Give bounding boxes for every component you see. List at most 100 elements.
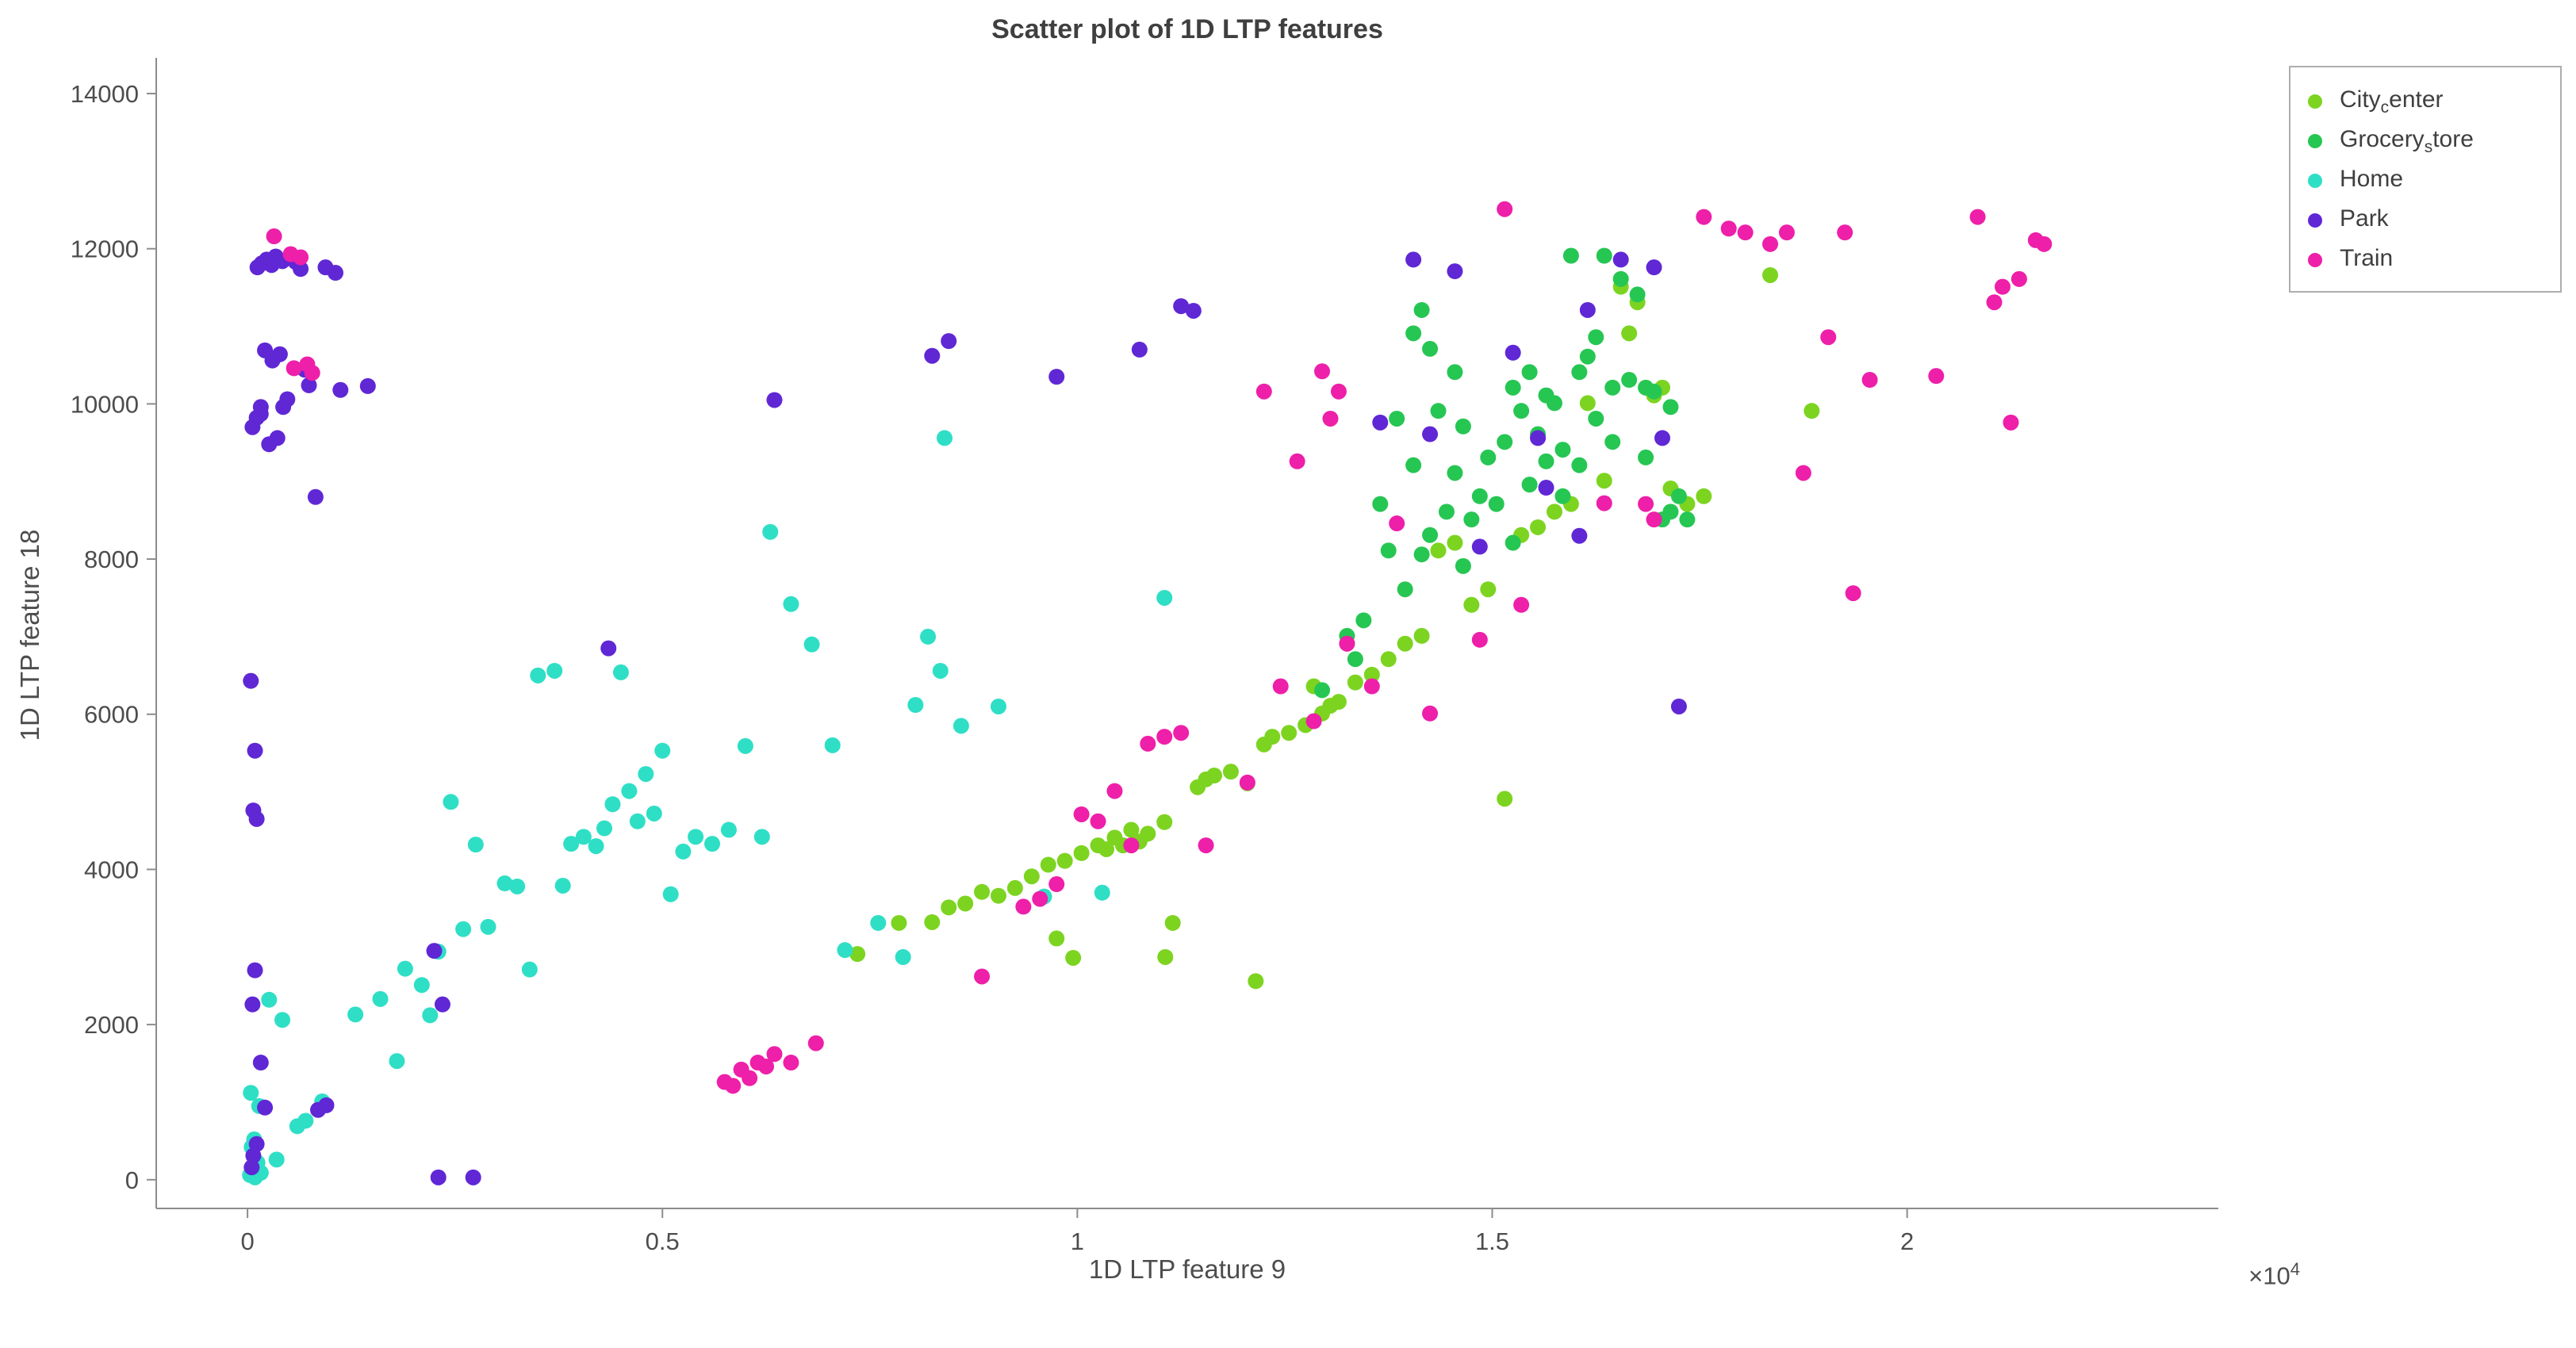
- scatter-point-grocery_store: [1397, 581, 1413, 598]
- scatter-point-park: [1530, 430, 1547, 446]
- legend-label: Park: [2340, 205, 2389, 232]
- scatter-point-train: [1173, 725, 1190, 741]
- scatter-point-city_center: [1413, 627, 1430, 644]
- legend-item-train: Train: [2290, 240, 2560, 280]
- scatter-point-park: [941, 333, 957, 350]
- multiplier-base: ×10: [2248, 1262, 2290, 1290]
- scatter-point-home: [422, 1007, 439, 1024]
- scatter-point-train: [1106, 783, 1123, 799]
- scatter-point-park: [318, 1097, 335, 1113]
- scatter-point-home: [783, 595, 799, 612]
- scatter-point-home: [629, 813, 646, 829]
- scatter-point-park: [1447, 263, 1463, 280]
- scatter-point-park: [1579, 301, 1596, 318]
- scatter-point-home: [920, 628, 937, 645]
- scatter-point-train: [2011, 270, 2027, 287]
- legend-swatch: [2308, 94, 2322, 109]
- x-axis-label: 1D LTP feature 9: [1088, 1254, 1286, 1284]
- scatter-point-train: [1339, 635, 1355, 652]
- scatter-point-park: [359, 377, 376, 394]
- scatter-point-park: [252, 1055, 269, 1071]
- scatter-point-park: [279, 391, 296, 408]
- scatter-point-park: [426, 943, 443, 959]
- y-tick-label: 12000: [71, 236, 139, 263]
- scatter-point-park: [307, 488, 324, 505]
- scatter-point-grocery_store: [1505, 379, 1521, 396]
- scatter-point-home: [467, 837, 484, 853]
- scatter-point-train: [1986, 294, 2003, 311]
- scatter-point-home: [824, 737, 841, 753]
- scatter-point-train: [304, 365, 320, 381]
- scatter-point-grocery_store: [1521, 477, 1538, 493]
- scatter-point-grocery_store: [1455, 557, 1471, 574]
- scatter-point-train: [1969, 209, 1986, 225]
- scatter-point-grocery_store: [1405, 457, 1422, 473]
- legend-item-grocery-store: Grocerystore: [2290, 121, 2560, 161]
- scatter-point-home: [347, 1006, 364, 1023]
- scatter-point-city_center: [1480, 581, 1497, 598]
- scatter-point-park: [434, 996, 450, 1013]
- scatter-point-home: [621, 783, 638, 799]
- scatter-point-train: [1778, 224, 1795, 241]
- scatter-point-park: [1646, 259, 1662, 276]
- scatter-point-train: [1048, 876, 1065, 893]
- scatter-point-park: [269, 430, 286, 446]
- scatter-point-city_center: [1040, 856, 1056, 873]
- scatter-point-home: [563, 836, 580, 852]
- scatter-point-grocery_store: [1679, 511, 1696, 528]
- scatter-point-grocery_store: [1612, 270, 1629, 287]
- legend-swatch: [2308, 253, 2322, 267]
- scatter-point-grocery_store: [1571, 364, 1588, 381]
- scatter-point-park: [301, 377, 317, 393]
- scatter-point-grocery_store: [1588, 410, 1604, 427]
- scatter-point-home: [753, 829, 770, 845]
- scatter-point-home: [530, 667, 546, 684]
- legend-item-city-center: Citycenter: [2290, 82, 2560, 121]
- scatter-point-home: [413, 977, 430, 994]
- scatter-point-train: [766, 1046, 783, 1063]
- scatter-point-home: [509, 878, 526, 894]
- scatter-point-city_center: [1530, 519, 1547, 535]
- scatter-point-city_center: [1006, 879, 1023, 896]
- scatter-point-train: [807, 1035, 824, 1051]
- legend-swatch: [2308, 174, 2322, 188]
- scatter-point-grocery_store: [1562, 247, 1579, 264]
- scatter-point-city_center: [1497, 791, 1513, 807]
- scatter-point-grocery_store: [1355, 612, 1372, 629]
- scatter-point-city_center: [1380, 651, 1397, 668]
- scatter-point-grocery_store: [1447, 364, 1463, 381]
- scatter-point-park: [245, 1147, 262, 1164]
- x-axis-multiplier: ×104: [2141, 1259, 2300, 1290]
- scatter-point-home: [455, 921, 472, 937]
- y-tick-label: 6000: [84, 701, 139, 729]
- scatter-point-city_center: [1463, 596, 1480, 613]
- scatter-point-train: [1330, 383, 1347, 400]
- scatter-point-train: [1090, 813, 1106, 829]
- scatter-point-home: [662, 886, 679, 902]
- scatter-point-train: [1795, 465, 1811, 481]
- scatter-point-city_center: [1056, 852, 1073, 869]
- scatter-point-city_center: [1156, 814, 1173, 830]
- scatter-point-grocery_store: [1571, 457, 1588, 473]
- scatter-point-park: [600, 640, 617, 657]
- scatter-point-city_center: [1347, 674, 1363, 691]
- scatter-point-home: [588, 838, 604, 855]
- scatter-point-home: [688, 829, 704, 845]
- scatter-point-grocery_store: [1646, 383, 1662, 400]
- scatter-point-train: [1363, 678, 1380, 695]
- y-tick-label: 14000: [71, 80, 139, 108]
- scatter-point-train: [725, 1078, 742, 1094]
- scatter-point-train: [1156, 729, 1173, 745]
- scatter-point-city_center: [1098, 841, 1114, 857]
- scatter-point-city_center: [941, 899, 957, 916]
- scatter-point-park: [430, 1169, 447, 1185]
- scatter-point-train: [1255, 383, 1272, 400]
- scatter-point-home: [604, 796, 621, 813]
- scatter-point-city_center: [1157, 948, 1174, 965]
- scatter-point-home: [803, 636, 820, 653]
- scatter-point-train: [758, 1058, 775, 1074]
- scatter-point-city_center: [1762, 266, 1779, 283]
- scatter-point-grocery_store: [1471, 488, 1488, 504]
- scatter-point-home: [261, 991, 278, 1008]
- scatter-point-home: [953, 718, 969, 734]
